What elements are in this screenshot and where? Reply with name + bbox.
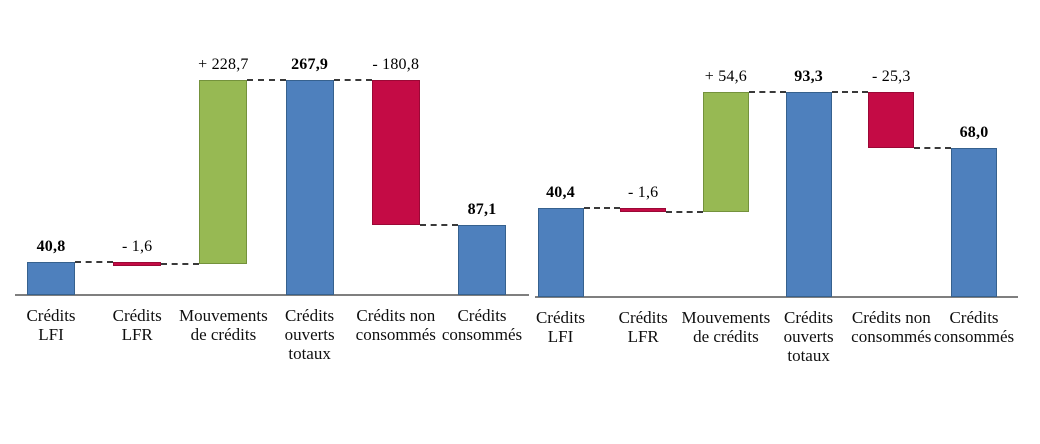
bar-value-label: + 228,7 (198, 56, 249, 73)
bar-category-label: Crédits consommés (419, 306, 545, 344)
waterfall-bar-decrease (868, 92, 915, 148)
category-label-line: Mouvements (681, 308, 771, 327)
bar-category-label: Crédits ouverts totaux (247, 306, 373, 363)
bar-value-label: 40,4 (546, 184, 575, 202)
waterfall-bar-decrease (620, 208, 667, 213)
bar-category-label: Crédits LFR (74, 306, 200, 344)
category-label-line: ouverts (284, 325, 335, 344)
bar-category-label: Crédits LFR (580, 308, 706, 346)
category-label-line: totaux (288, 344, 331, 363)
bar-category-label: Crédits LFI (498, 308, 624, 346)
waterfall-bar-decrease (113, 262, 162, 267)
category-label-line: consommés (441, 325, 523, 344)
category-label-line: LFI (38, 325, 64, 344)
category-label-line: Crédits (784, 308, 834, 327)
category-label-line: de crédits (190, 325, 257, 344)
category-label-line: LFI (547, 327, 574, 346)
bar-value-label: 267,9 (291, 56, 329, 73)
category-label-line: Crédits (285, 306, 335, 325)
category-label-line: consommés (933, 327, 1015, 346)
connector-line (419, 224, 458, 227)
bar-value-label: 40,8 (36, 238, 66, 256)
connector-line (831, 91, 869, 93)
connector-line (161, 262, 200, 265)
category-label-line: Crédits (457, 306, 507, 325)
connector-line (666, 210, 703, 213)
category-label-line: LFR (121, 325, 153, 344)
waterfall-bar-increase (702, 92, 749, 212)
category-label-line: Crédits (535, 308, 586, 327)
bar-value-label: - 1,6 (122, 238, 153, 256)
bar-value-label: 68,0 (959, 123, 989, 141)
bar-category-label: Crédits consommés (911, 308, 1037, 346)
bar-category-label: Mouvements de crédits (663, 308, 789, 346)
bar-category-label: Crédits LFI (0, 306, 114, 344)
category-label-line: consommés (851, 327, 932, 346)
connector-line (333, 79, 372, 81)
category-label-line: de crédits (693, 327, 759, 346)
bar-category-label: Mouvements de crédits (160, 306, 286, 344)
category-label-line: Mouvements (179, 306, 268, 325)
category-label-line: Crédits (112, 306, 162, 325)
connector-line (583, 207, 621, 210)
waterfall-bar-total (27, 262, 75, 295)
bar-value-label: - 180,8 (372, 56, 420, 73)
waterfall-bar-total (458, 225, 506, 295)
connector-line (914, 146, 951, 149)
bar-value-label: 87,1 (467, 201, 497, 219)
waterfall-bar-total (285, 80, 334, 295)
waterfall-bar-total (785, 92, 832, 297)
category-label-line: ouverts (783, 327, 834, 346)
category-label-line: totaux (787, 346, 830, 365)
bar-category-label: Crédits non consommés (828, 308, 954, 346)
waterfall-bar-total (537, 208, 584, 297)
x-axis-line (15, 294, 529, 296)
waterfall-bar-increase (199, 80, 248, 264)
category-label-line: Crédits (26, 306, 76, 325)
category-label-line: Crédits (618, 308, 668, 327)
waterfall-bar-total (951, 147, 997, 297)
bar-category-label: Crédits non consommés (333, 306, 459, 344)
category-label-line: LFR (627, 327, 659, 346)
connector-line (75, 261, 114, 264)
bar-value-label: 93,3 (794, 68, 823, 85)
bar-value-label: - 25,3 (872, 68, 911, 85)
bar-category-label: Crédits ouverts totaux (746, 308, 872, 365)
bar-value-label: + 54,6 (704, 68, 747, 85)
connector-line (247, 79, 286, 81)
category-label-line: consommés (355, 325, 436, 344)
waterfall-bar-decrease (371, 80, 420, 226)
connector-line (748, 91, 786, 93)
category-label-line: Crédits non (851, 308, 931, 327)
x-axis-line (535, 296, 1018, 298)
category-label-line: Crédits (949, 308, 999, 327)
category-label-line: Crédits non (356, 306, 436, 325)
bar-value-label: - 1,6 (628, 184, 659, 202)
